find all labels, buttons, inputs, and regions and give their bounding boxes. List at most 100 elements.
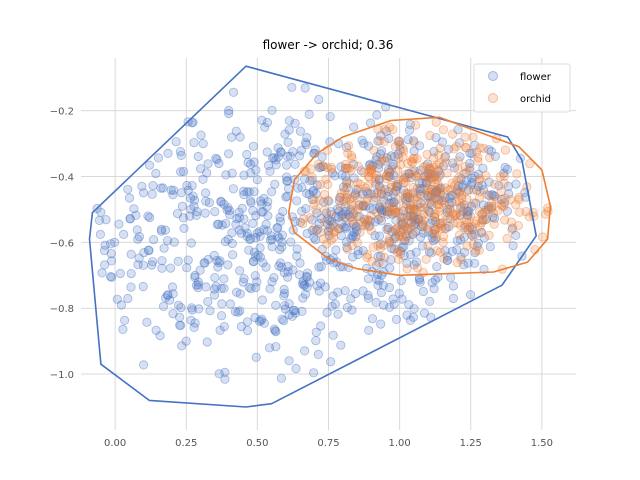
point-flower [279, 291, 289, 301]
point-flower [444, 199, 455, 209]
point-flower [376, 288, 386, 298]
point-orchid [418, 191, 428, 201]
point-orchid [454, 197, 464, 207]
point-orchid [411, 215, 421, 226]
point-orchid [460, 203, 470, 214]
point-flower [162, 290, 173, 300]
point-flower [459, 247, 470, 257]
point-orchid [356, 202, 366, 212]
point-flower [300, 280, 310, 290]
point-flower [467, 149, 477, 159]
point-flower [360, 220, 370, 230]
point-flower [268, 153, 278, 163]
point-flower [340, 171, 351, 181]
point-flower [421, 178, 431, 188]
point-flower [461, 168, 471, 178]
point-orchid [405, 223, 416, 233]
point-orchid [441, 211, 451, 221]
point-orchid [394, 232, 404, 242]
point-orchid [463, 225, 473, 235]
point-flower [125, 214, 135, 224]
point-orchid [406, 203, 416, 214]
point-flower [387, 227, 397, 237]
point-flower [321, 208, 332, 218]
point-flower [459, 260, 469, 270]
point-flower [404, 204, 415, 214]
point-flower [255, 243, 265, 253]
point-flower [258, 258, 268, 268]
point-flower [487, 203, 497, 213]
point-flower [147, 260, 157, 270]
point-flower [466, 201, 477, 212]
point-orchid [383, 207, 393, 217]
point-flower [138, 188, 149, 198]
point-flower [483, 201, 494, 212]
point-flower [384, 236, 394, 246]
point-orchid [419, 216, 429, 226]
point-flower [472, 241, 482, 251]
point-flower [308, 185, 319, 195]
point-orchid [432, 246, 442, 256]
point-flower [365, 216, 375, 226]
point-flower [273, 152, 283, 162]
point-flower [391, 185, 401, 196]
point-orchid [431, 174, 442, 185]
point-orchid [403, 189, 413, 199]
point-orchid [408, 202, 418, 212]
point-flower [118, 324, 128, 334]
point-orchid [453, 218, 463, 228]
point-flower [182, 263, 192, 273]
point-orchid [468, 239, 478, 249]
point-flower [270, 179, 280, 189]
point-flower [333, 287, 343, 297]
point-orchid [471, 246, 481, 256]
point-orchid [421, 172, 431, 182]
point-orchid [489, 179, 500, 189]
point-orchid [381, 174, 391, 184]
point-flower [183, 185, 193, 195]
point-flower [274, 233, 284, 243]
point-flower [279, 288, 290, 298]
point-orchid [436, 224, 446, 234]
point-flower [266, 187, 277, 197]
point-flower [217, 299, 227, 309]
point-orchid [313, 159, 323, 169]
point-flower [348, 159, 359, 169]
point-flower [393, 179, 403, 189]
point-orchid [418, 222, 428, 232]
point-flower [423, 169, 433, 179]
point-flower [275, 216, 285, 226]
point-orchid [366, 162, 377, 172]
point-flower [411, 257, 421, 267]
point-orchid [427, 191, 437, 201]
point-flower [144, 246, 154, 256]
point-orchid [425, 130, 435, 141]
point-orchid [469, 198, 479, 208]
point-orchid [434, 200, 444, 210]
point-flower [267, 105, 277, 115]
point-orchid [413, 169, 424, 179]
point-flower [277, 237, 287, 247]
point-orchid [468, 231, 478, 241]
point-flower [465, 290, 476, 300]
point-orchid [336, 188, 346, 198]
point-flower [364, 160, 374, 170]
point-flower [251, 233, 261, 243]
point-orchid [374, 257, 384, 268]
point-flower [338, 182, 349, 192]
point-flower [385, 171, 395, 181]
point-orchid [335, 193, 345, 203]
point-flower [467, 173, 477, 183]
point-flower [193, 151, 203, 162]
point-orchid [468, 132, 478, 142]
point-flower [397, 294, 407, 304]
point-flower [469, 258, 480, 268]
point-orchid [441, 158, 451, 168]
point-flower [212, 155, 222, 165]
point-flower [345, 205, 356, 215]
point-orchid [496, 199, 506, 209]
point-flower [294, 270, 305, 280]
point-orchid [392, 165, 403, 175]
point-flower [251, 282, 261, 293]
point-flower [243, 157, 253, 168]
